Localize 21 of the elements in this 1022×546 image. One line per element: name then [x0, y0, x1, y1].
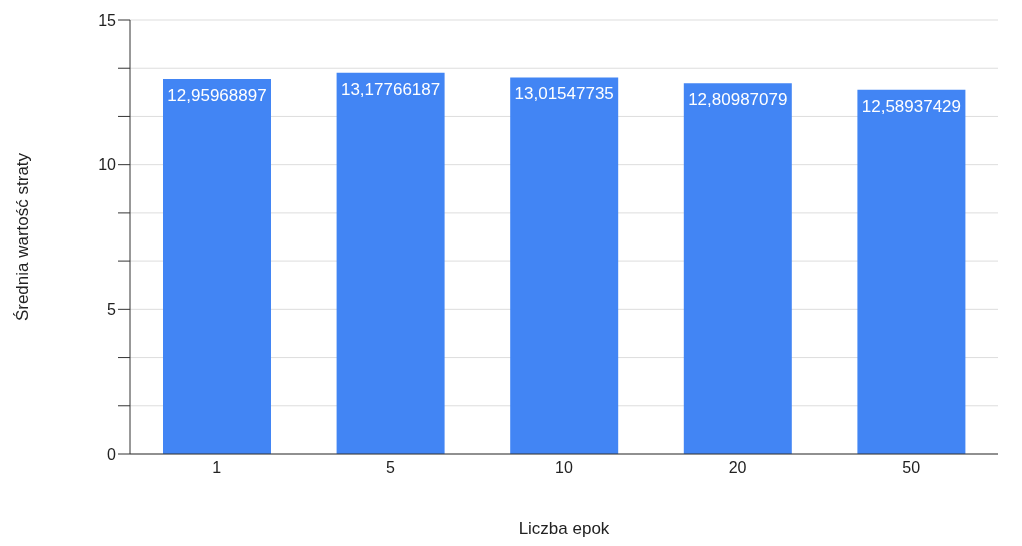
y-tick-label: 15 [98, 11, 117, 29]
x-tick-label: 1 [212, 459, 222, 477]
data-label: 13,01547735 [514, 84, 614, 104]
data-label: 12,80987079 [688, 90, 788, 110]
data-label: 12,95968897 [167, 86, 267, 106]
x-tick-label: 10 [555, 459, 573, 477]
x-tick-label: 20 [728, 459, 747, 477]
x-axis-title: Liczba epok [518, 519, 610, 538]
bar [336, 72, 445, 454]
bar [683, 83, 792, 454]
bar [857, 89, 966, 454]
x-tick-label: 50 [902, 459, 921, 477]
y-axis-title: Średnia wartość straty [13, 152, 33, 322]
bar [510, 77, 619, 454]
x-tick-label: 5 [385, 459, 395, 477]
y-tick-label: 0 [107, 445, 117, 463]
y-tick-label: 10 [98, 156, 117, 174]
bar [163, 79, 271, 454]
data-label: 12,58937429 [861, 96, 962, 116]
y-tick-label: 5 [107, 301, 117, 319]
data-label: 13,17766187 [340, 79, 441, 99]
